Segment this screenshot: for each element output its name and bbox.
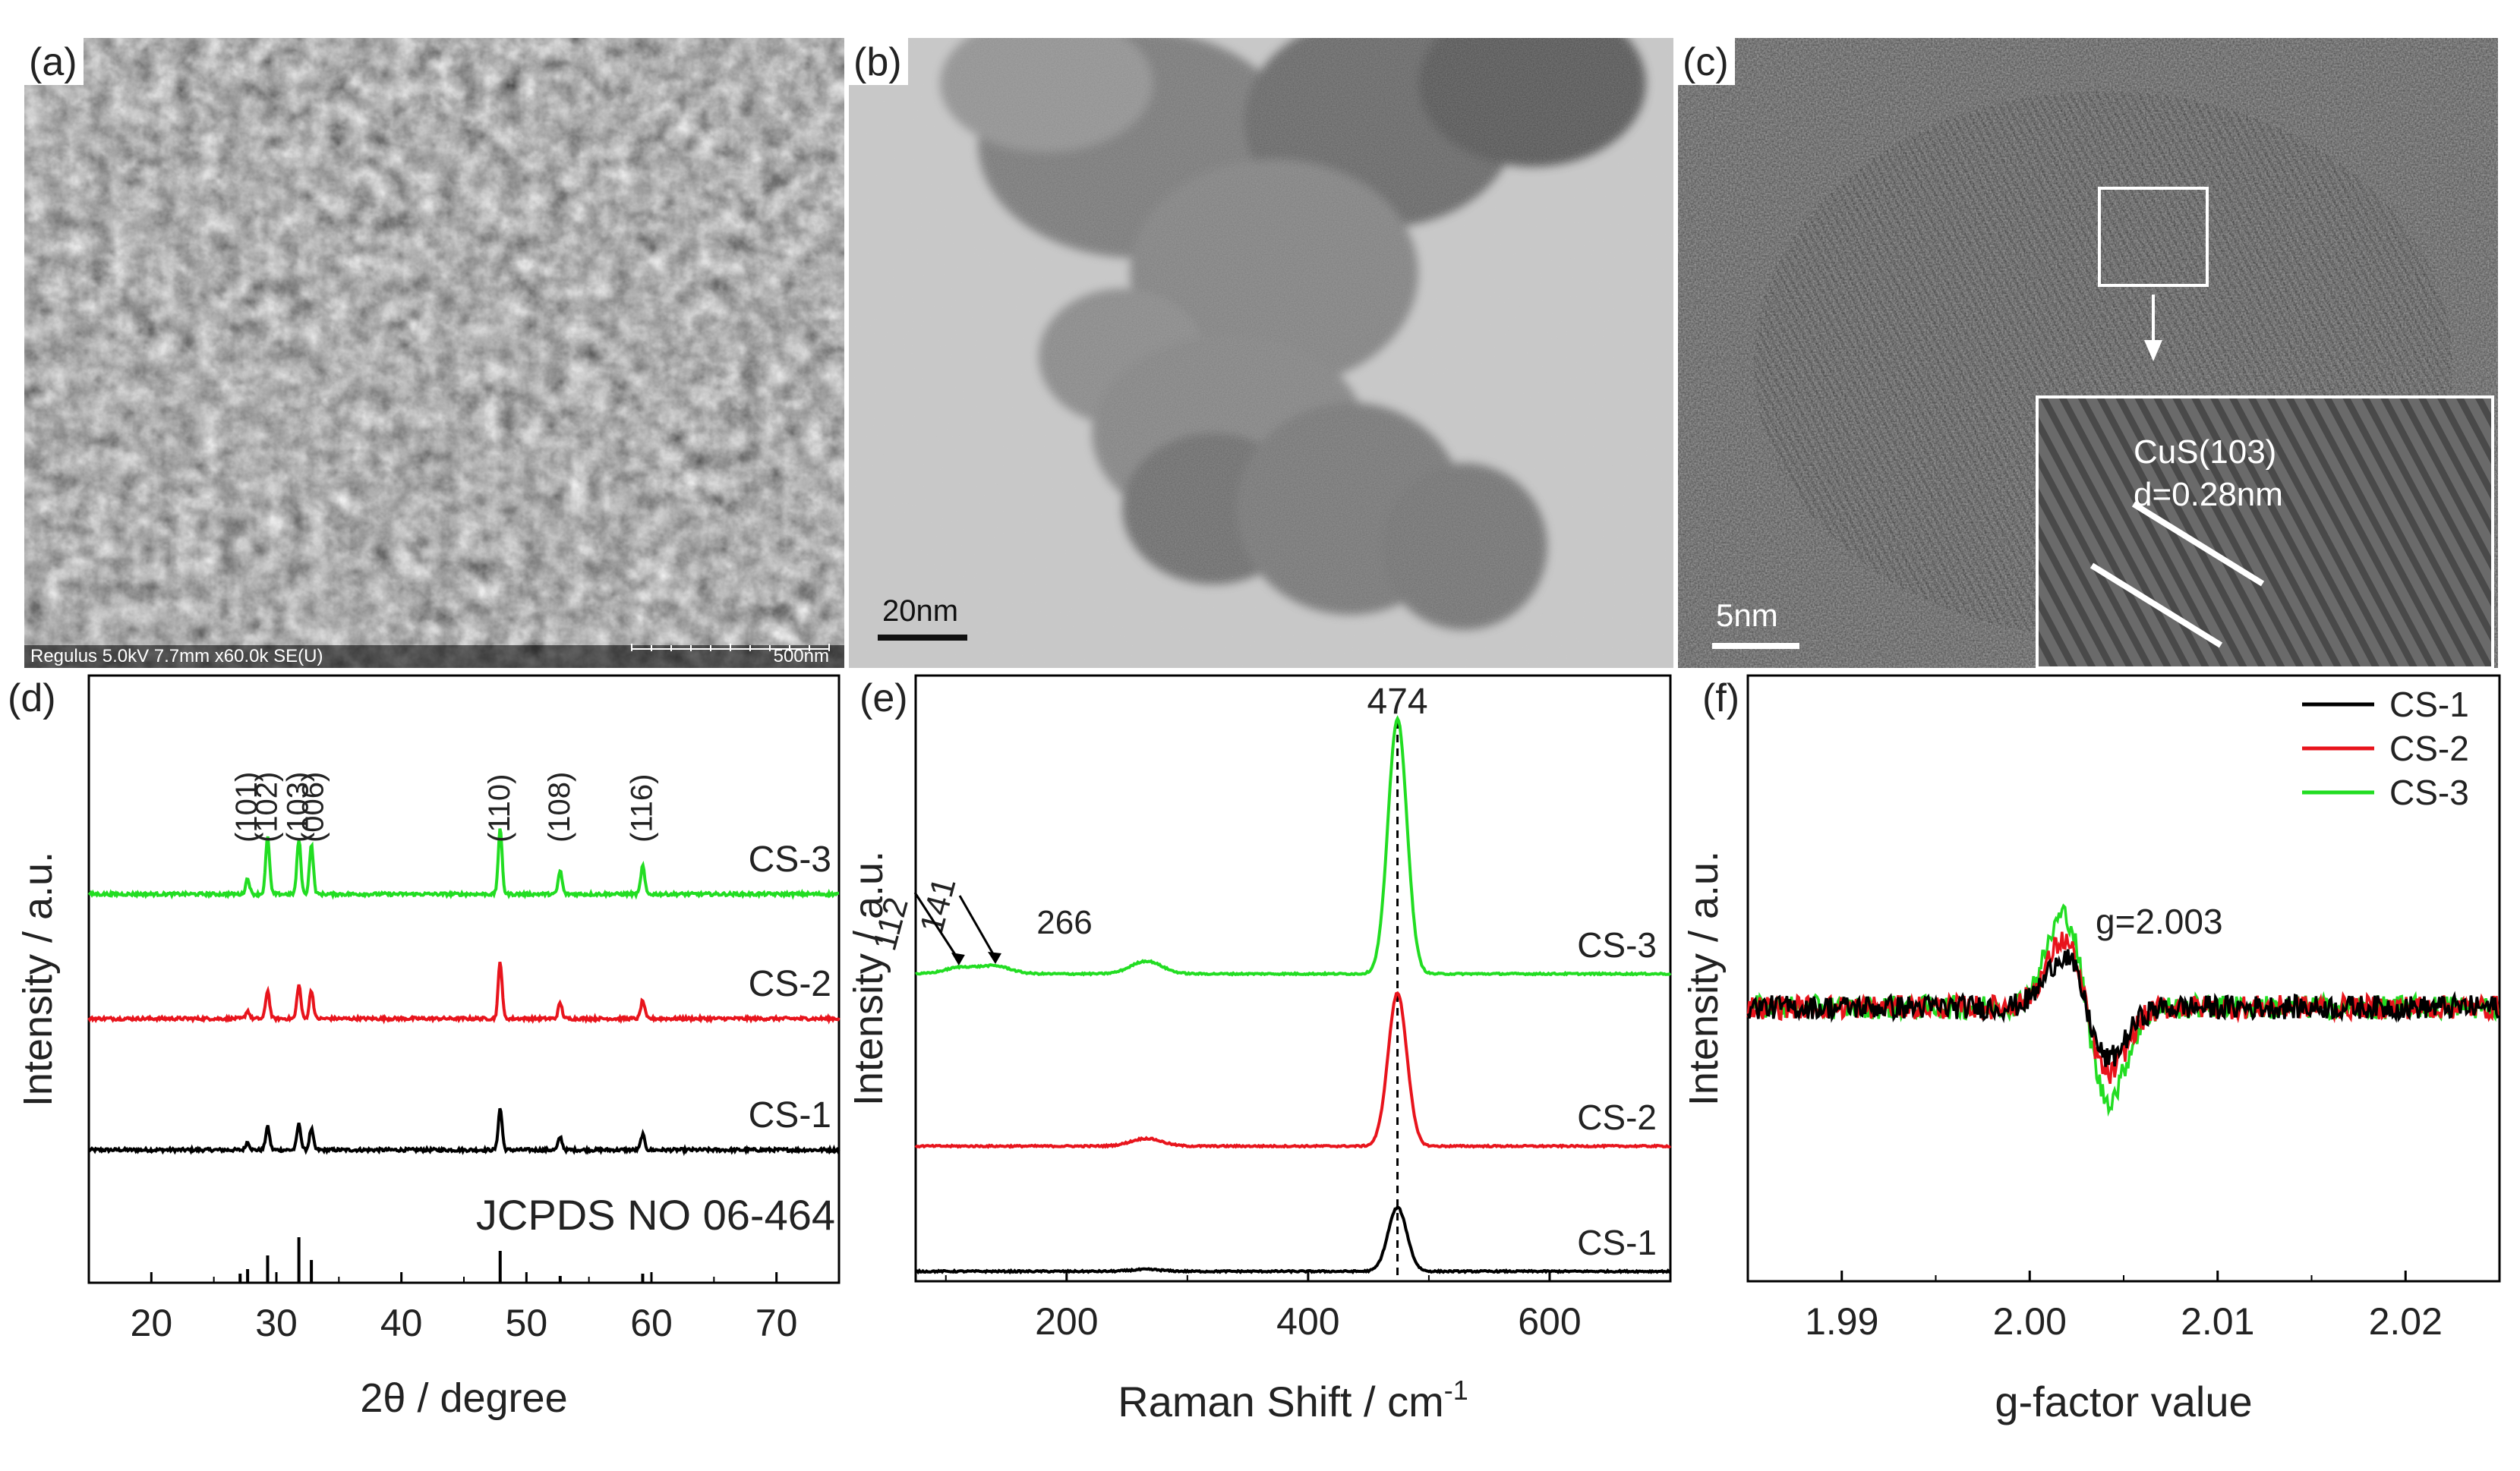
xrd-peak-label: (116) <box>625 774 658 843</box>
epr-x-tick-label: 1.99 <box>1805 1300 1878 1343</box>
xrd-series-cs-2 <box>87 961 841 1025</box>
xrd-peak-label: (101) <box>230 772 263 843</box>
raman-x-tick-label: 200 <box>1035 1300 1098 1343</box>
down-arrow-icon <box>2144 340 2162 361</box>
raman-x-tick-label: 400 <box>1276 1300 1339 1343</box>
epr-x-tick-label: 2.02 <box>2369 1300 2443 1343</box>
epr-plot-frame <box>1746 674 2501 1283</box>
inset-label-dspacing: d=0.28nm <box>2134 476 2283 513</box>
raman-chart: 200 400 600 Raman Shift / cm-1 Intensity / a… <box>846 674 1672 1425</box>
xrd-series-label-cs-2: CS-2 <box>749 964 831 1004</box>
tem-scale-label: 20nm <box>882 594 958 628</box>
panel-label-e: (e) <box>855 674 914 721</box>
epr-x-tick-label: 2.00 <box>1993 1300 2067 1343</box>
raman-series-label-cs-3: CS-3 <box>1577 925 1657 965</box>
hrtem-image: CuS(103) d=0.28nm 5nm <box>1678 38 2498 668</box>
inset-label-plane: CuS(103) <box>2134 433 2276 471</box>
sem-scale-bar <box>631 644 830 651</box>
arrow-icon <box>987 952 1001 964</box>
panel-label-a: (a) <box>24 38 84 85</box>
arrow-icon <box>951 953 965 965</box>
xrd-series-cs-3 <box>87 828 840 900</box>
epr-chart: 1.99 2.00 2.01 2.02 g-factor value Intensity … <box>1681 674 2501 1425</box>
panel-label-b: (b) <box>849 38 908 85</box>
hrtem-image-panel: CuS(103) d=0.28nm 5nm (c) <box>1678 38 2498 668</box>
epr-series-cs-1 <box>1746 949 2499 1067</box>
xrd-x-axis-label: 2θ / degree <box>360 1375 567 1421</box>
xrd-peak-label: (110) <box>483 774 516 843</box>
epr-x-axis-label: g-factor value <box>1995 1378 2252 1425</box>
xrd-peak-label: (103) <box>282 772 315 843</box>
xrd-x-tick-label: 30 <box>255 1302 298 1344</box>
epr-y-axis-label: Intensity / a.u. <box>1681 851 1727 1106</box>
xrd-panel: 20 30 40 50 60 70 2θ / degree Intensity / a.u. C… <box>0 668 844 1471</box>
hrtem-scale-label: 5nm <box>1716 597 1778 633</box>
xrd-x-tick-label: 60 <box>630 1302 673 1344</box>
epr-x-tick-label: 2.01 <box>2181 1300 2254 1343</box>
sem-scale-label: 500nm <box>774 646 829 666</box>
xrd-series-label-cs-1: CS-1 <box>749 1095 831 1136</box>
tem-image: 20nm <box>849 38 1673 668</box>
raman-x-tick-label: 600 <box>1518 1300 1581 1343</box>
raman-arrow-112 <box>913 892 960 961</box>
xrd-y-axis-label: Intensity / a.u. <box>15 852 61 1107</box>
raman-arrow-141 <box>958 895 997 959</box>
region-box <box>2098 187 2209 287</box>
raman-y-axis-label: Intensity / a.u. <box>846 851 891 1106</box>
raman-series-cs-2 <box>914 991 1672 1150</box>
xrd-x-tick-label: 70 <box>755 1302 798 1344</box>
epr-legend-label-cs-3: CS-3 <box>2389 773 2469 812</box>
xrd-x-tick-label: 50 <box>506 1302 548 1344</box>
sem-info-text: Regulus 5.0kV 7.7mm x60.0k SE(U) <box>30 646 323 666</box>
tem-image-panel: 20nm (b) <box>849 38 1673 668</box>
raman-series-cs-1 <box>915 1205 1671 1275</box>
xrd-series-label-cs-3: CS-3 <box>749 839 831 880</box>
epr-legend-label-cs-2: CS-2 <box>2389 729 2469 768</box>
xrd-chart: 20 30 40 50 60 70 2θ / degree Intensity / a.u. C… <box>15 674 841 1421</box>
panel-label-c: (c) <box>1678 38 1735 85</box>
raman-x-axis-label: Raman Shift / cm-1 <box>1118 1375 1468 1425</box>
xrd-peak-label: (102) <box>250 772 283 843</box>
raman-marker-label: 474 <box>1367 682 1428 722</box>
sem-image-panel: Regulus 5.0kV 7.7mm x60.0k SE(U) 500nm (… <box>24 38 844 668</box>
xrd-reference-label: JCPDS NO 06-464 <box>476 1191 835 1239</box>
raman-series-label-cs-2: CS-2 <box>1577 1098 1657 1137</box>
raman-series-cs-3 <box>915 715 1672 977</box>
panel-label-f: (f) <box>1698 674 1746 721</box>
raman-plot-frame <box>914 674 1672 1283</box>
sem-image: Regulus 5.0kV 7.7mm x60.0k SE(U) 500nm <box>24 38 844 668</box>
epr-legend-label-cs-1: CS-1 <box>2389 685 2469 724</box>
xrd-series-cs-1 <box>87 1107 841 1157</box>
xrd-peak-label: (006) <box>296 772 330 843</box>
raman-annotation-266: 266 <box>1036 904 1092 941</box>
epr-panel: 1.99 2.00 2.01 2.02 g-factor value Intensity … <box>1679 668 2520 1471</box>
panel-label-d: (d) <box>3 674 62 721</box>
xrd-x-tick-label: 20 <box>131 1302 173 1344</box>
xrd-peak-label: (108) <box>543 772 576 843</box>
epr-g-annotation: g=2.003 <box>2096 902 2223 941</box>
xrd-x-tick-label: 40 <box>380 1302 423 1344</box>
raman-panel: 200 400 600 Raman Shift / cm-1 Intensity / a… <box>844 668 1679 1471</box>
raman-series-label-cs-1: CS-1 <box>1577 1223 1657 1262</box>
